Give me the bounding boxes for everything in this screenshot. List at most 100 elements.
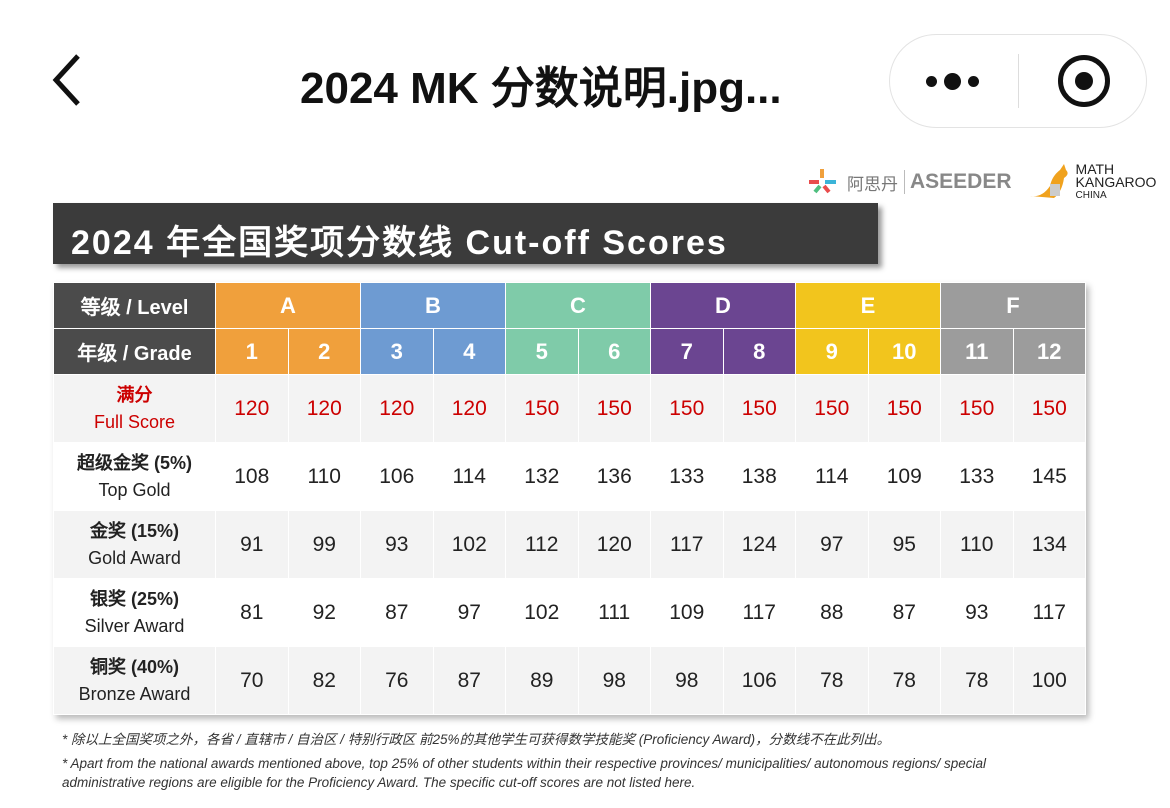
- score-cell: 120: [215, 374, 289, 443]
- score-cell: 117: [650, 510, 724, 579]
- score-cell: 97: [795, 510, 869, 579]
- logos: 阿思丹 ASEEDER MATH KANGAROO CHINA: [805, 160, 1156, 204]
- grade-10: 10: [867, 328, 941, 375]
- score-cell: 120: [360, 374, 434, 443]
- score-cell: 150: [867, 374, 941, 443]
- grade-7: 7: [650, 328, 724, 375]
- score-cell: 109: [650, 578, 724, 647]
- score-cell: 99: [287, 510, 361, 579]
- score-cell: 133: [650, 442, 724, 511]
- score-cell: 97: [432, 578, 506, 647]
- row-label-cn: 铜奖 (40%): [89, 656, 179, 677]
- mk-line2: KANGAROO: [1075, 173, 1157, 190]
- score-cell: 87: [867, 578, 941, 647]
- grade-2: 2: [287, 328, 361, 375]
- score-cell: 106: [722, 646, 796, 715]
- level-E: E: [795, 282, 941, 329]
- score-cell: 134: [1012, 510, 1086, 579]
- math-kangaroo-logo: MATH KANGAROO CHINA: [1028, 160, 1157, 202]
- mk-line3: CHINA: [1075, 189, 1107, 201]
- aseeder-logo: ASEEDER: [904, 170, 1012, 194]
- score-cell: 87: [360, 578, 434, 647]
- level-A: A: [215, 282, 361, 329]
- level-label: 等级 / Level: [53, 282, 216, 329]
- score-cell: 150: [505, 374, 579, 443]
- score-cell: 110: [287, 442, 361, 511]
- row-label: 超级金奖 (5%) Top Gold: [53, 442, 216, 511]
- table-row: 超级金奖 (5%) Top Gold 108 110 106 114 132 136 133 13…: [53, 442, 1086, 511]
- score-cell: 93: [360, 510, 434, 579]
- row-label-cn: 满分: [116, 384, 153, 405]
- row-label: 金奖 (15%) Gold Award: [53, 510, 216, 579]
- row-label-en: Silver Award: [84, 615, 185, 636]
- score-cell: 150: [795, 374, 869, 443]
- score-cell: 95: [867, 510, 941, 579]
- score-cell: 114: [795, 442, 869, 511]
- score-cell: 82: [287, 646, 361, 715]
- score-cell: 112: [505, 510, 579, 579]
- score-cell: 150: [1012, 374, 1086, 443]
- score-cell: 117: [1012, 578, 1086, 647]
- score-cell: 102: [432, 510, 506, 579]
- footnote-cn: * 除以上全国奖项之外，各省 / 直辖市 / 自治区 / 特别行政区 前25%的…: [62, 732, 891, 747]
- aseeder-cn-logo: 阿思丹: [847, 174, 898, 194]
- row-label-en: Full Score: [93, 411, 176, 432]
- grade-5: 5: [505, 328, 579, 375]
- score-cell: 102: [505, 578, 579, 647]
- table-row: 银奖 (25%) Silver Award 81 92 87 97 102 111 109 117…: [53, 578, 1086, 647]
- score-cell: 150: [650, 374, 724, 443]
- score-cell: 114: [432, 442, 506, 511]
- row-label: 满分 Full Score: [53, 374, 216, 443]
- score-cell: 93: [940, 578, 1014, 647]
- level-B: B: [360, 282, 506, 329]
- row-label-en: Gold Award: [88, 547, 181, 568]
- row-label-cn: 银奖 (25%): [89, 588, 179, 609]
- level-F: F: [940, 282, 1086, 329]
- score-cell: 150: [940, 374, 1014, 443]
- score-cell: 138: [722, 442, 796, 511]
- score-cell: 108: [215, 442, 289, 511]
- grade-11: 11: [940, 328, 1014, 375]
- score-cell: 76: [360, 646, 434, 715]
- grade-8: 8: [722, 328, 796, 375]
- score-cell: 78: [940, 646, 1014, 715]
- score-cell: 117: [722, 578, 796, 647]
- record-target-icon[interactable]: [1058, 55, 1110, 107]
- table-row: 金奖 (15%) Gold Award 91 99 93 102 112 120 117 124 9…: [53, 510, 1086, 579]
- score-cell: 91: [215, 510, 289, 579]
- footnotes: * 除以上全国奖项之外，各省 / 直辖市 / 自治区 / 特别行政区 前25%的…: [62, 730, 1062, 797]
- score-cell: 150: [577, 374, 651, 443]
- score-cell: 100: [1012, 646, 1086, 715]
- score-cell: 136: [577, 442, 651, 511]
- score-cell: 124: [722, 510, 796, 579]
- level-header-row: 等级 / Level A B C D E F: [53, 282, 1086, 329]
- level-C: C: [505, 282, 651, 329]
- divider: [1018, 54, 1019, 108]
- score-cell: 109: [867, 442, 941, 511]
- table-row: 满分 Full Score 120 120 120 120 150 150 150 150 150 1…: [53, 374, 1086, 443]
- score-cell: 78: [795, 646, 869, 715]
- top-bar: 2024 MK 分数说明.jpg...: [0, 0, 1170, 160]
- mk-line1: MATH: [1075, 160, 1115, 177]
- grade-12: 12: [1012, 328, 1086, 375]
- score-cell: 87: [432, 646, 506, 715]
- score-cell: 106: [360, 442, 434, 511]
- score-cell: 81: [215, 578, 289, 647]
- score-cell: 120: [577, 510, 651, 579]
- score-cell: 111: [577, 578, 651, 647]
- banner-title: 2024 年全国奖项分数线 Cut-off Scores: [53, 203, 878, 264]
- score-cell: 120: [287, 374, 361, 443]
- score-cell: 88: [795, 578, 869, 647]
- score-cell: 132: [505, 442, 579, 511]
- score-cell: 98: [577, 646, 651, 715]
- row-label-en: Bronze Award: [78, 683, 191, 704]
- score-cell: 92: [287, 578, 361, 647]
- table-row: 铜奖 (40%) Bronze Award 70 82 76 87 89 98 98 106 78 7…: [53, 646, 1086, 715]
- page-title: 2024 MK 分数说明.jpg...: [300, 64, 782, 113]
- score-cell: 89: [505, 646, 579, 715]
- more-dots-icon[interactable]: [926, 66, 988, 96]
- chevron-left-icon[interactable]: [48, 50, 88, 110]
- row-label: 银奖 (25%) Silver Award: [53, 578, 216, 647]
- row-label-cn: 超级金奖 (5%): [76, 452, 192, 473]
- score-cell: 145: [1012, 442, 1086, 511]
